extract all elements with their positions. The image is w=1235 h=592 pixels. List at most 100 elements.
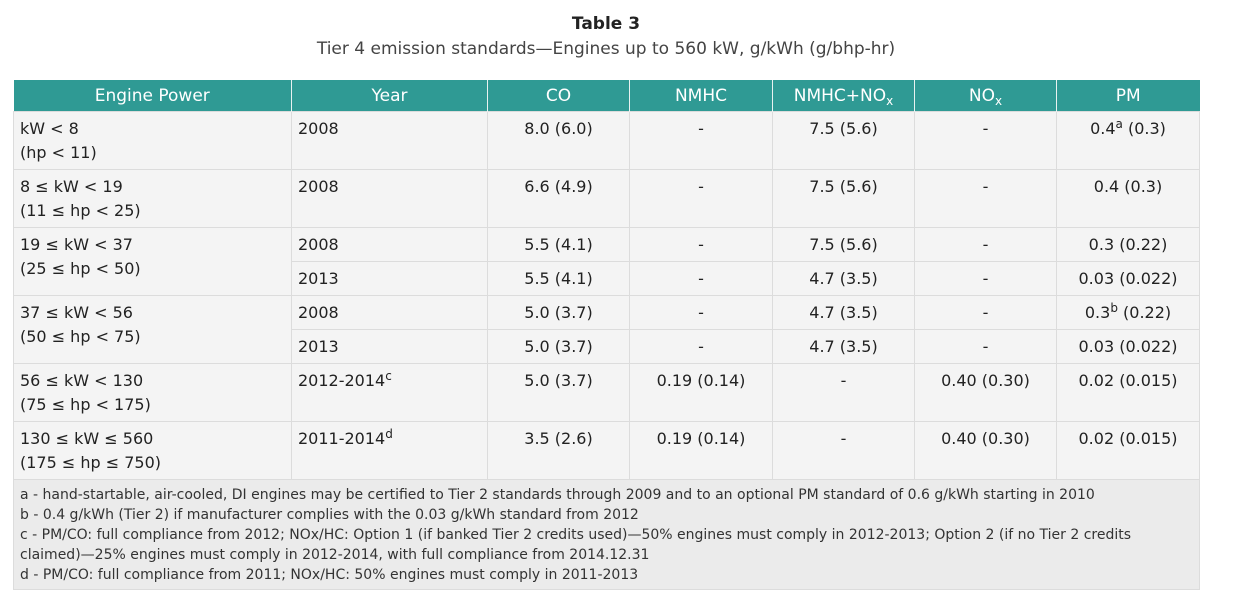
nox-cell: 0.40 (0.30) bbox=[914, 363, 1057, 422]
table-title: Table 3 bbox=[571, 14, 641, 34]
nmhc-cell: - bbox=[629, 261, 773, 296]
engine-power-cell: 8 ≤ kW < 19 (11 ≤ hp < 25) bbox=[13, 169, 292, 228]
year-cell: 2012-2014c bbox=[291, 363, 488, 422]
pm-cell: 0.4a (0.3) bbox=[1056, 111, 1200, 170]
co-cell: 5.0 (3.7) bbox=[487, 329, 630, 364]
nox-cell: - bbox=[914, 169, 1057, 228]
header-nmhc-nox-main: NMHC+NO bbox=[793, 85, 887, 106]
year-value: 2012-2014 bbox=[298, 371, 386, 390]
year-cell: 2008 bbox=[291, 169, 488, 228]
year-value: 2008 bbox=[298, 235, 339, 254]
pm-cell: 0.02 (0.015) bbox=[1056, 421, 1200, 480]
pm-footnote-mark: b bbox=[1110, 301, 1118, 315]
pm-cell: 0.03 (0.022) bbox=[1056, 329, 1200, 364]
header-row: Engine Power Year CO NMHC NMHC+NOx NOx P… bbox=[13, 80, 1200, 112]
nox-cell: - bbox=[914, 111, 1057, 170]
nmhc-nox-cell: - bbox=[772, 363, 915, 422]
engine-power-cell: 37 ≤ kW < 56 (50 ≤ hp < 75) bbox=[13, 295, 292, 364]
footnote: c - PM/CO: full compliance from 2012; NO… bbox=[20, 527, 1132, 563]
table-row: 130 ≤ kW ≤ 560 (175 ≤ hp ≤ 750) 2011-2014d… bbox=[13, 421, 1200, 480]
co-cell: 3.5 (2.6) bbox=[487, 421, 630, 480]
pm-footnote-mark: a bbox=[1115, 117, 1123, 131]
year-cell: 2013 bbox=[291, 329, 488, 364]
pm-cell: 0.3b (0.22) bbox=[1056, 295, 1200, 330]
pm-cell: 0.03 (0.022) bbox=[1056, 261, 1200, 296]
table-row: 37 ≤ kW < 56 (50 ≤ hp < 75) 2008 5.0 (3.7) -… bbox=[13, 295, 1200, 364]
co-cell: 5.0 (3.7) bbox=[487, 363, 630, 422]
nmhc-nox-cell: - bbox=[772, 421, 915, 480]
engine-power-hp: (25 ≤ hp < 50) bbox=[20, 259, 141, 278]
year-value: 2013 bbox=[298, 269, 339, 288]
nmhc-cell: - bbox=[629, 329, 773, 364]
pm-value-rest: (0.22) bbox=[1117, 303, 1172, 322]
pm-cell: 0.02 (0.015) bbox=[1056, 363, 1200, 422]
engine-power-kw: 56 ≤ kW < 130 bbox=[20, 371, 144, 390]
nmhc-cell: - bbox=[629, 169, 773, 228]
engine-power-cell: 56 ≤ kW < 130 (75 ≤ hp < 175) bbox=[13, 363, 292, 422]
notes-row: a - hand-startable, air-cooled, DI engin… bbox=[13, 479, 1200, 590]
header-engine-power: Engine Power bbox=[13, 80, 292, 112]
engine-power-kw: 37 ≤ kW < 56 bbox=[20, 303, 133, 322]
nmhc-cell: - bbox=[629, 227, 773, 262]
nox-cell: - bbox=[914, 227, 1057, 262]
engine-power-kw: kW < 8 bbox=[20, 119, 79, 138]
co-cell: 5.5 (4.1) bbox=[487, 261, 630, 296]
header-nox: NOx bbox=[914, 80, 1057, 112]
year-cell: 2013 bbox=[291, 261, 488, 296]
engine-power-hp: (175 ≤ hp ≤ 750) bbox=[20, 453, 162, 472]
engine-power-hp: (hp < 11) bbox=[20, 143, 97, 162]
engine-power-cell: 19 ≤ kW < 37 (25 ≤ hp < 50) bbox=[13, 227, 292, 296]
pm-value: 0.4 bbox=[1090, 119, 1116, 138]
nox-cell: 0.40 (0.30) bbox=[914, 421, 1057, 480]
nox-cell: - bbox=[914, 329, 1057, 364]
table-row: 56 ≤ kW < 130 (75 ≤ hp < 175) 2012-2014c 5.… bbox=[13, 363, 1200, 422]
nmhc-cell: - bbox=[629, 295, 773, 330]
header-nmhc: NMHC bbox=[629, 80, 773, 112]
engine-power-hp: (50 ≤ hp < 75) bbox=[20, 327, 141, 346]
engine-power-kw: 130 ≤ kW ≤ 560 bbox=[20, 429, 154, 448]
header-nox-main: NO bbox=[968, 85, 995, 106]
nmhc-nox-cell: 4.7 (3.5) bbox=[772, 329, 915, 364]
emission-standards-table: Engine Power Year CO NMHC NMHC+NOx NOx P… bbox=[13, 80, 1200, 590]
nmhc-cell: - bbox=[629, 111, 773, 170]
year-cell: 2011-2014d bbox=[291, 421, 488, 480]
pm-value: 0.03 (0.022) bbox=[1078, 269, 1178, 288]
pm-cell: 0.3 (0.22) bbox=[1056, 227, 1200, 262]
pm-value: 0.4 (0.3) bbox=[1093, 177, 1163, 196]
footnotes: a - hand-startable, air-cooled, DI engin… bbox=[13, 479, 1200, 590]
engine-power-cell: 130 ≤ kW ≤ 560 (175 ≤ hp ≤ 750) bbox=[13, 421, 292, 480]
engine-power-hp: (11 ≤ hp < 25) bbox=[20, 201, 141, 220]
nox-cell: - bbox=[914, 261, 1057, 296]
co-cell: 5.5 (4.1) bbox=[487, 227, 630, 262]
nox-cell: - bbox=[914, 295, 1057, 330]
table-row: kW < 8 (hp < 11) 2008 8.0 (6.0) -7.5 (5.6) -0… bbox=[13, 111, 1200, 170]
nmhc-cell: 0.19 (0.14) bbox=[629, 363, 773, 422]
pm-value: 0.3 (0.22) bbox=[1088, 235, 1168, 254]
pm-value-rest: (0.3) bbox=[1122, 119, 1166, 138]
year-footnote-mark: c bbox=[385, 369, 392, 383]
table-row: 2013 5.0 (3.7) -4.7 (3.5) -0.03 (0.022) bbox=[14, 329, 1200, 364]
footnote: a - hand-startable, air-cooled, DI engin… bbox=[20, 487, 1095, 503]
co-cell: 5.0 (3.7) bbox=[487, 295, 630, 330]
header-nmhc-nox: NMHC+NOx bbox=[772, 80, 915, 112]
engine-power-kw: 8 ≤ kW < 19 bbox=[20, 177, 123, 196]
engine-power-kw: 19 ≤ kW < 37 bbox=[20, 235, 133, 254]
co-cell: 8.0 (6.0) bbox=[487, 111, 630, 170]
footnote: b - 0.4 g/kWh (Tier 2) if manufacturer c… bbox=[20, 507, 639, 523]
year-cell: 2008 bbox=[291, 295, 488, 330]
header-nox-sub: x bbox=[995, 93, 1003, 108]
nmhc-cell: 0.19 (0.14) bbox=[629, 421, 773, 480]
table-subtitle: Tier 4 emission standards—Engines up to … bbox=[316, 39, 896, 59]
year-value: 2013 bbox=[298, 337, 339, 356]
header-pm: PM bbox=[1056, 80, 1200, 112]
table-row: 2013 5.5 (4.1) -4.7 (3.5) -0.03 (0.022) bbox=[14, 261, 1200, 296]
pm-value: 0.02 (0.015) bbox=[1078, 371, 1178, 390]
nmhc-nox-cell: 7.5 (5.6) bbox=[772, 111, 915, 170]
footnote: d - PM/CO: full compliance from 2011; NO… bbox=[20, 567, 639, 583]
year-cell: 2008 bbox=[291, 227, 488, 262]
nmhc-nox-cell: 7.5 (5.6) bbox=[772, 169, 915, 228]
year-value: 2008 bbox=[298, 119, 339, 138]
nmhc-nox-cell: 4.7 (3.5) bbox=[772, 261, 915, 296]
nmhc-nox-cell: 7.5 (5.6) bbox=[772, 227, 915, 262]
